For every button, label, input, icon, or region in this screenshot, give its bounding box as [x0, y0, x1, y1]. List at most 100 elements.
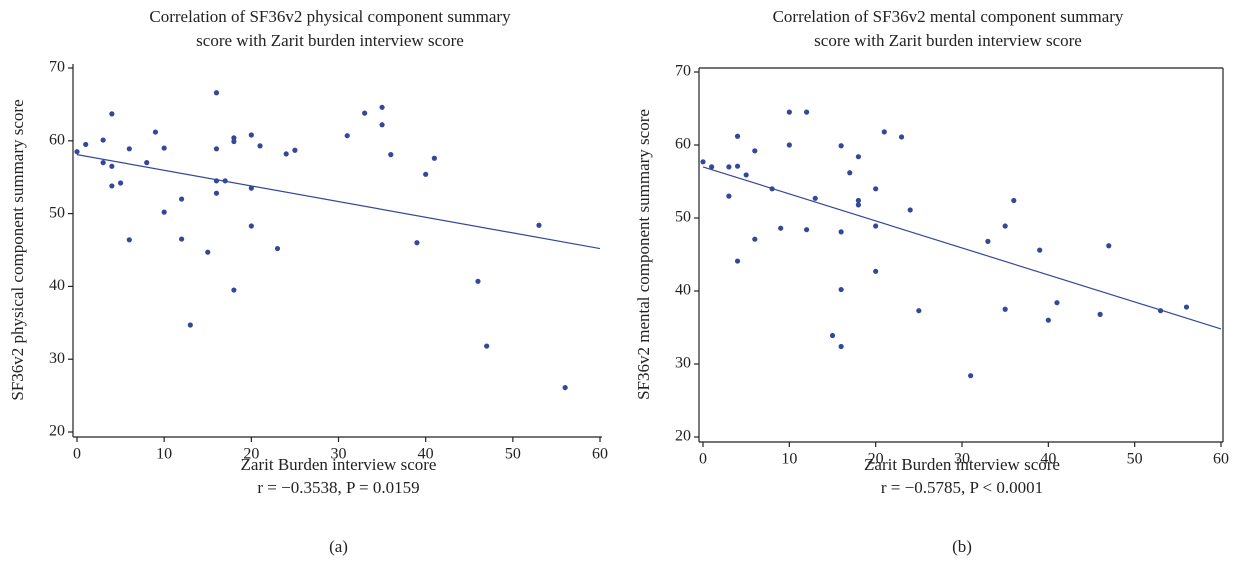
point — [109, 183, 115, 189]
y-tick-label: 50 — [675, 209, 691, 226]
point — [100, 160, 106, 166]
point — [161, 209, 167, 215]
point — [74, 149, 80, 155]
x-tick-label: 10 — [781, 451, 797, 468]
x-tick-label: 30 — [954, 451, 970, 468]
y-axis-label: SF36v2 mental component summary score — [634, 109, 653, 400]
point — [873, 186, 879, 192]
x-tick-label: 0 — [699, 451, 707, 468]
point — [1183, 304, 1190, 310]
y-tick-label: 70 — [675, 63, 691, 80]
point — [179, 196, 185, 202]
point — [187, 322, 193, 328]
y-tick-label: 20 — [49, 423, 65, 440]
point — [855, 154, 862, 160]
point — [152, 129, 159, 135]
point — [838, 229, 844, 235]
point — [431, 155, 437, 161]
point — [231, 135, 237, 141]
point — [274, 245, 281, 252]
chart-title: score with Zarit burden interview score — [814, 31, 1082, 50]
point — [222, 178, 228, 184]
point — [898, 134, 905, 140]
point — [734, 163, 741, 169]
x-tick-label: 10 — [156, 446, 172, 463]
point — [838, 286, 844, 293]
trend-line — [702, 166, 1222, 330]
point — [1002, 306, 1008, 312]
point — [109, 163, 115, 169]
point — [1157, 308, 1164, 314]
point — [283, 151, 289, 157]
point — [117, 180, 124, 186]
point — [100, 137, 106, 143]
point — [1106, 243, 1112, 249]
point — [231, 287, 237, 293]
point — [83, 141, 89, 148]
point — [1011, 197, 1017, 204]
point — [838, 343, 844, 350]
y-tick-label: 40 — [675, 282, 691, 299]
x-tick-label: 0 — [73, 446, 81, 463]
point — [1045, 317, 1051, 323]
x-tick-label: 40 — [418, 446, 434, 463]
point — [873, 223, 879, 229]
y-tick-label: 50 — [49, 204, 65, 221]
trend-line — [76, 154, 601, 250]
y-tick-label: 40 — [49, 277, 65, 294]
point — [213, 146, 220, 152]
point — [213, 178, 220, 184]
point — [786, 109, 792, 115]
point — [968, 373, 974, 379]
point — [838, 143, 844, 149]
point — [907, 207, 913, 213]
point — [205, 249, 211, 255]
point — [847, 170, 853, 176]
point — [769, 186, 775, 192]
point — [916, 308, 922, 314]
point — [1002, 223, 1008, 229]
x-tick-label: 40 — [1040, 451, 1056, 468]
point — [144, 160, 150, 166]
point — [812, 195, 818, 201]
point — [109, 111, 115, 117]
x-tick-label: 50 — [1127, 451, 1143, 468]
point — [804, 109, 810, 115]
point — [752, 148, 758, 154]
point — [1054, 300, 1060, 306]
point — [292, 147, 298, 153]
point — [1097, 311, 1103, 317]
point — [423, 171, 429, 177]
point — [786, 142, 792, 148]
stat-text: r = −0.3538, P = 0.0159 — [257, 478, 419, 497]
point — [855, 202, 862, 208]
chart-title: score with Zarit burden interview score — [196, 31, 464, 50]
point — [257, 143, 263, 149]
caption: (b) — [952, 537, 972, 556]
point — [726, 193, 732, 199]
point — [562, 384, 568, 391]
x-axis-label: Zarit Burden interview score — [241, 455, 437, 474]
point — [179, 236, 185, 242]
y-tick-label: 20 — [675, 428, 691, 445]
y-tick-label: 70 — [49, 59, 65, 76]
x-tick-label: 60 — [592, 446, 608, 463]
point — [709, 164, 715, 170]
point — [248, 223, 254, 229]
chart-title: Correlation of SF36v2 physical component… — [149, 7, 511, 26]
point — [536, 222, 542, 228]
point — [231, 138, 237, 145]
point — [388, 152, 394, 158]
point — [379, 104, 385, 110]
point — [829, 332, 836, 339]
point — [414, 240, 420, 246]
point — [873, 268, 879, 274]
x-tick-label: 60 — [1213, 451, 1229, 468]
point — [126, 237, 132, 243]
x-tick-label: 50 — [505, 446, 521, 463]
stat-text: r = −0.5785, P < 0.0001 — [881, 478, 1043, 497]
point — [379, 122, 385, 128]
point — [213, 90, 220, 96]
point — [752, 236, 758, 242]
